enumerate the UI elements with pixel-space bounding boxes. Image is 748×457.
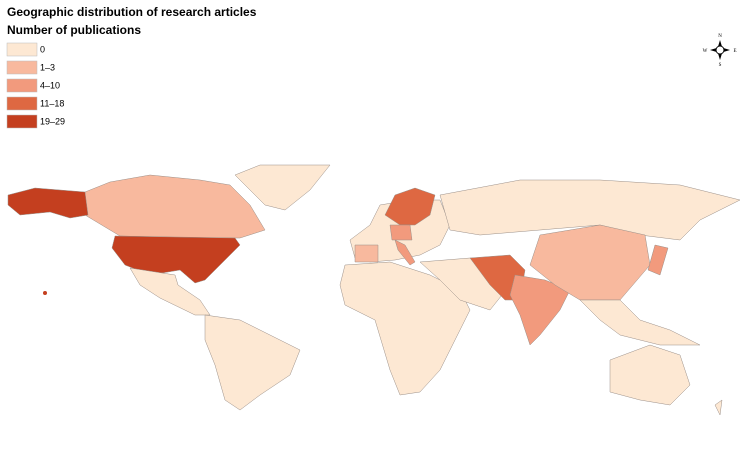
south-america [204,314,301,411]
legend-swatch [6,60,38,75]
legend-label: 19–29 [40,116,65,126]
australia [609,344,691,406]
hawaii [43,291,47,295]
italy [394,239,416,266]
legend-label: 0 [40,44,45,54]
compass-e: E [733,49,736,54]
japan [647,244,669,276]
southeast-asia [579,299,701,346]
legend: 0 1–3 4–10 11–18 19–29 [6,42,65,129]
usa [111,235,241,284]
spain [354,244,379,263]
compass: N S W E [703,34,737,68]
legend-label: 4–10 [40,80,60,90]
world-map [7,164,741,416]
compass-n: N [718,34,722,39]
greenland [234,164,331,211]
new-zealand [714,399,723,416]
central-america [129,267,211,316]
legend-swatch [6,114,38,129]
legend-swatch [6,42,38,57]
legend-label: 1–3 [40,62,55,72]
canada [84,174,266,239]
compass-s: S [719,63,722,68]
legend-label: 11–18 [40,98,64,108]
russia [439,179,741,241]
alaska [7,187,89,219]
legend-title: Number of publications [7,23,141,37]
africa [339,261,471,396]
legend-swatch [6,78,38,93]
compass-w: W [703,49,708,54]
central-europe [389,224,413,241]
legend-swatch [6,96,38,111]
map-title: Geographic distribution of research arti… [7,5,257,19]
